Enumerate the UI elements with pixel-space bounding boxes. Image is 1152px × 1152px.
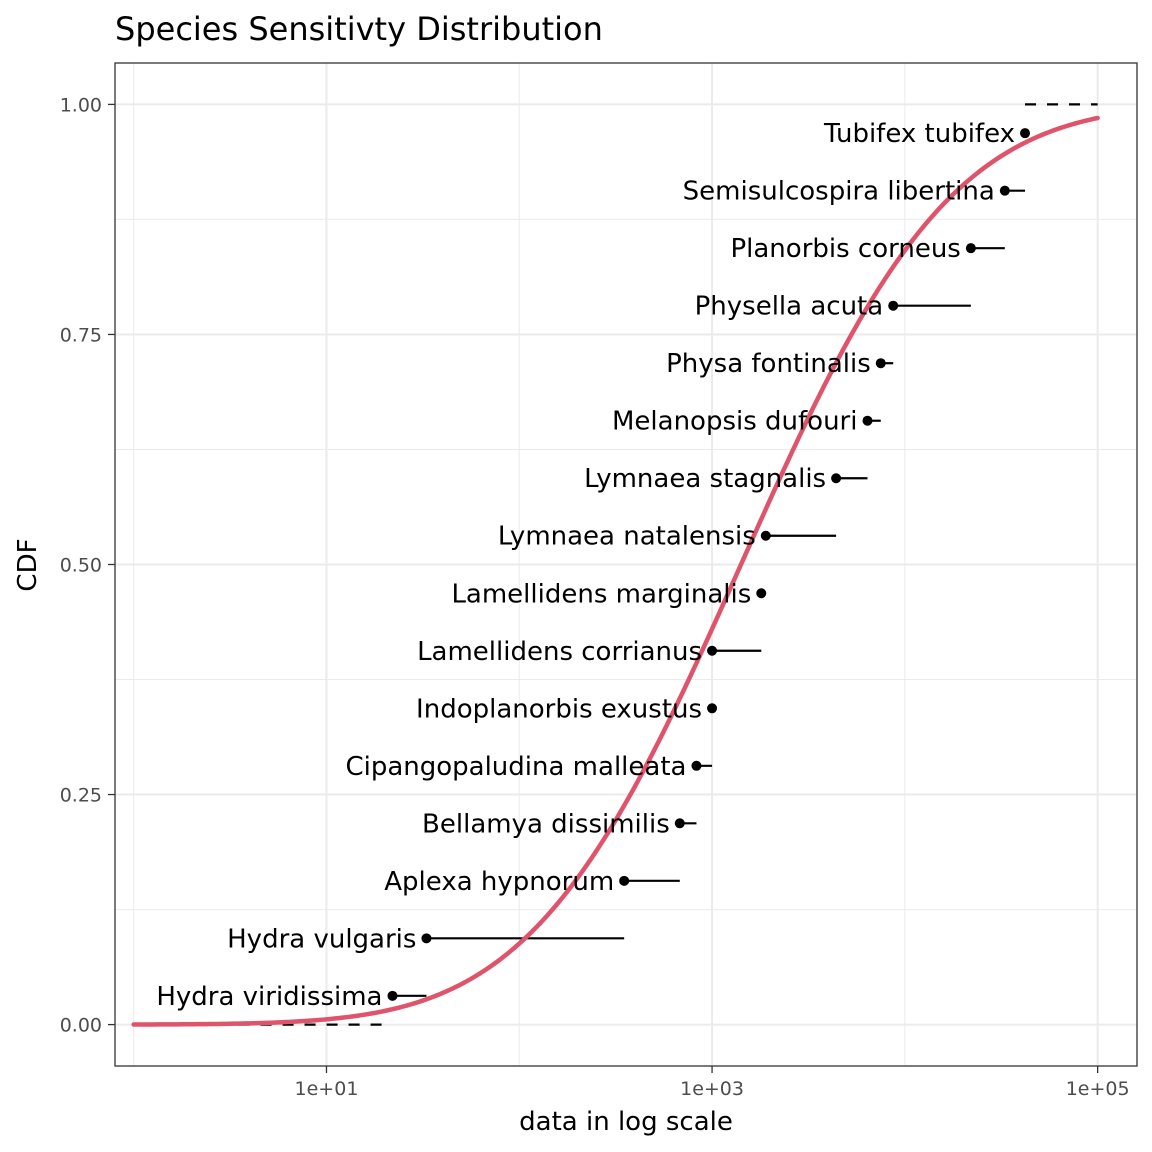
species-label: Bellamya dissimilis bbox=[422, 809, 670, 839]
data-points bbox=[387, 128, 1031, 1001]
data-point bbox=[707, 703, 718, 714]
species-label: Lamellidens marginalis bbox=[451, 579, 751, 609]
species-label: Melanopsis dufouri bbox=[612, 407, 858, 437]
chart-title: Species Sensitivty Distribution bbox=[115, 10, 603, 48]
species-labels: Hydra viridissima Hydra vulgaris Aplexa hy… bbox=[156, 119, 1015, 1012]
data-point bbox=[421, 933, 432, 944]
x-tick-label: 1e+01 bbox=[295, 1078, 359, 1100]
species-label: Hydra viridissima bbox=[156, 982, 382, 1012]
y-tick-label: 0.75 bbox=[60, 324, 102, 346]
species-label: Physa fontinalis bbox=[666, 349, 871, 379]
species-label: Physella acuta bbox=[695, 292, 884, 322]
y-axis-title: CDF bbox=[13, 538, 43, 591]
species-label: Hydra vulgaris bbox=[227, 924, 416, 954]
x-axis: 1e+01 1e+03 1e+05 bbox=[295, 1066, 1130, 1100]
species-label: Indoplanorbis exustus bbox=[416, 694, 702, 724]
data-point bbox=[862, 415, 873, 426]
data-point bbox=[707, 645, 718, 656]
y-tick-label: 0.25 bbox=[60, 785, 102, 807]
y-tick-label: 0.00 bbox=[60, 1015, 102, 1037]
data-point bbox=[387, 990, 398, 1001]
species-label: Aplexa hypnorum bbox=[384, 867, 614, 897]
plot-panel: Hydra viridissima Hydra vulgaris Aplexa hy… bbox=[114, 62, 1138, 1067]
x-tick-label: 1e+03 bbox=[680, 1078, 744, 1100]
data-point bbox=[831, 473, 842, 484]
species-label: Cipangopaludina malleata bbox=[345, 752, 686, 782]
species-label: Lymnaea natalensis bbox=[498, 522, 756, 552]
data-point bbox=[999, 185, 1010, 196]
data-point bbox=[875, 358, 886, 369]
species-label: Semisulcospira libertina bbox=[683, 177, 995, 207]
y-tick-label: 1.00 bbox=[60, 94, 102, 116]
data-point bbox=[756, 588, 767, 599]
fitted-cdf-curve bbox=[131, 115, 1100, 1027]
data-point bbox=[1020, 128, 1031, 139]
x-tick-label: 1e+05 bbox=[1066, 1078, 1130, 1100]
data-point bbox=[691, 760, 702, 771]
y-axis: 0.00 0.25 0.50 0.75 1.00 bbox=[60, 94, 115, 1037]
data-point bbox=[760, 530, 771, 541]
data-point bbox=[965, 243, 976, 254]
data-point bbox=[888, 300, 899, 311]
species-label: Lymnaea stagnalis bbox=[584, 464, 826, 494]
species-label: Tubifex tubifex bbox=[823, 119, 1015, 149]
species-label: Lamellidens corrianus bbox=[417, 637, 702, 667]
grid-lines bbox=[115, 63, 1137, 1066]
data-point bbox=[619, 875, 630, 886]
x-axis-title: data in log scale bbox=[519, 1107, 733, 1137]
data-point bbox=[674, 818, 685, 829]
y-tick-label: 0.50 bbox=[60, 555, 102, 577]
species-label: Planorbis corneus bbox=[730, 234, 960, 264]
